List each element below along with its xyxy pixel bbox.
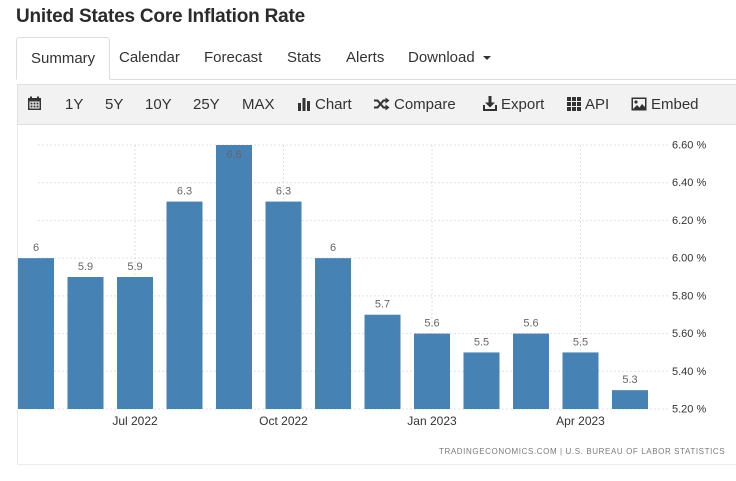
compare-button-label: Compare (394, 96, 456, 113)
bar[interactable] (463, 352, 500, 409)
data-label: 6.3 (276, 186, 291, 198)
x-tick-label: Oct 2022 (259, 414, 308, 428)
tab-summary[interactable]: Summary (16, 37, 111, 80)
export-button[interactable]: Export (483, 85, 544, 124)
bar[interactable] (216, 145, 252, 409)
y-tick-label: 5.40 % (672, 366, 706, 378)
range-max-button[interactable]: MAX (242, 96, 275, 113)
y-tick-label: 5.60 % (672, 328, 706, 340)
bar[interactable] (513, 333, 549, 409)
api-button-label: API (585, 96, 610, 113)
bar[interactable] (562, 352, 599, 409)
bar-chart: 5.20 % 5.40 % 5.60 % 5.80 % 6.00 % 6.20 % 6.40… (18, 140, 706, 428)
range-1y-button[interactable]: 1Y (65, 96, 84, 113)
tab-calendar[interactable]: Calendar (119, 49, 180, 66)
tab-forecast[interactable]: Forecast (204, 49, 263, 66)
page-title: United States Core Inflation Rate (16, 6, 305, 27)
y-tick-label: 6.20 % (672, 215, 706, 227)
data-label: 5.3 (622, 374, 637, 386)
data-label: 5.5 (573, 336, 588, 348)
chart-button[interactable]: Chart (297, 85, 352, 124)
bar[interactable] (67, 277, 104, 409)
y-tick-label: 5.80 % (672, 290, 706, 302)
embed-button-label: Embed (651, 96, 699, 113)
data-label: 6 (330, 242, 336, 254)
shuffle-icon (374, 97, 390, 111)
bar[interactable] (117, 277, 153, 409)
bar[interactable] (612, 390, 648, 409)
data-label: 5.9 (127, 261, 142, 273)
range-25y-button[interactable]: 25Y (193, 96, 220, 113)
api-button[interactable]: API (567, 85, 609, 124)
bar[interactable] (166, 201, 203, 409)
bar[interactable] (315, 258, 351, 409)
x-tick-label: Jul 2022 (112, 414, 158, 428)
data-label: 6.3 (177, 186, 192, 198)
x-tick-label: Apr 2023 (556, 414, 605, 428)
y-tick-label: 6.60 % (672, 140, 706, 152)
range-5y-button[interactable]: 5Y (105, 96, 124, 113)
range-10y-button[interactable]: 10Y (145, 96, 172, 113)
data-label: 5.5 (474, 336, 489, 348)
embed-button[interactable]: Embed (631, 85, 699, 124)
x-tick-label: Jan 2023 (407, 414, 457, 428)
export-button-label: Export (501, 96, 545, 113)
calendar-icon[interactable] (27, 85, 46, 124)
tab-bar: Summary Calendar Forecast Stats Alerts D… (16, 37, 736, 80)
y-tick-label: 6.40 % (672, 177, 706, 189)
data-label: 5.6 (424, 318, 439, 330)
bar[interactable] (265, 201, 302, 409)
y-tick-label: 6.00 % (672, 253, 706, 265)
bar[interactable] (18, 258, 54, 409)
chart-attribution: TRADINGECONOMICS.COM | U.S. BUREAU OF LA… (439, 447, 726, 456)
data-label: 5.9 (78, 261, 93, 273)
image-icon (631, 97, 647, 111)
chart-button-label: Chart (315, 96, 352, 113)
data-label: 6.6 (226, 149, 241, 161)
caret-down-icon (482, 56, 491, 61)
bar[interactable] (414, 333, 450, 409)
bar-chart-icon (298, 98, 310, 111)
bar[interactable] (364, 314, 401, 409)
chart-panel: 5.20 % 5.40 % 5.60 % 5.80 % 6.00 % 6.20 % 6.40… (17, 125, 736, 465)
tab-stats[interactable]: Stats (287, 49, 322, 66)
y-tick-label: 5.20 % (672, 404, 706, 416)
data-label: 5.6 (523, 318, 538, 330)
tab-download-label: Download (408, 49, 475, 66)
chart-toolbar: 1Y 5Y 10Y 25Y MAX Chart Compare Export A… (17, 84, 736, 125)
grid-icon (567, 97, 581, 111)
data-label: 5.7 (375, 299, 390, 311)
tab-alerts[interactable]: Alerts (346, 49, 385, 66)
data-label: 6 (33, 242, 39, 254)
tab-download[interactable]: Download (408, 37, 491, 79)
compare-button[interactable]: Compare (373, 85, 456, 124)
download-icon (483, 96, 497, 111)
